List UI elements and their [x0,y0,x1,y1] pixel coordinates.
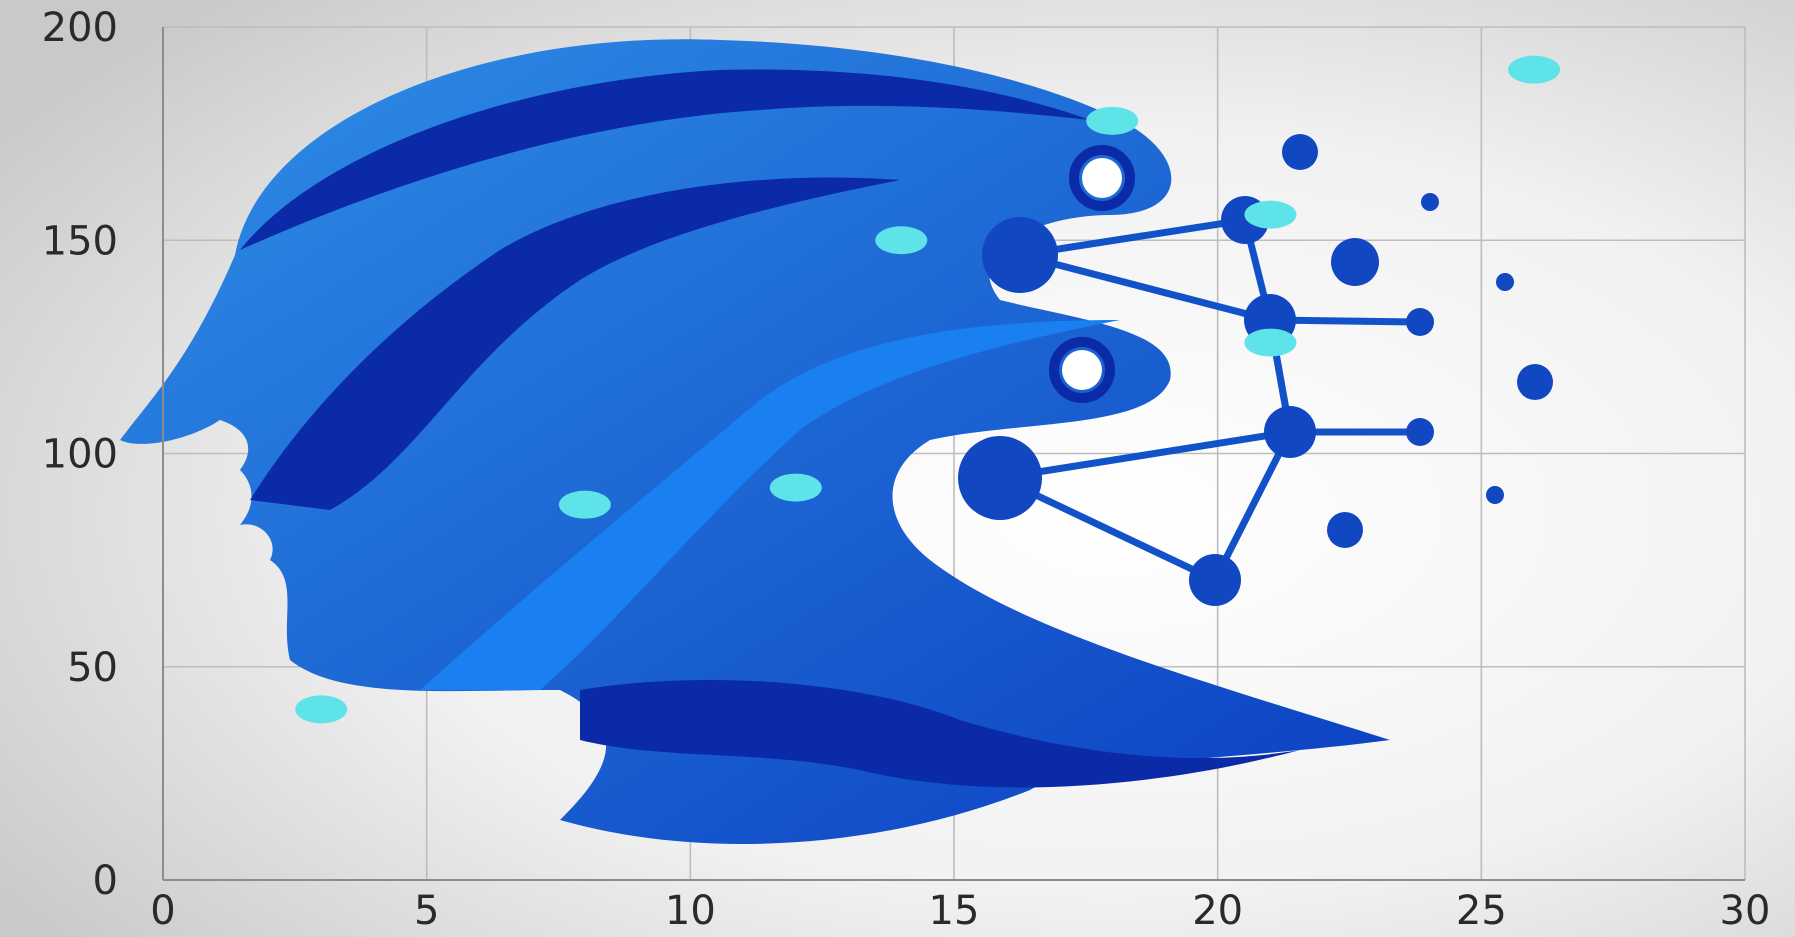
x-tick-label: 15 [929,888,980,934]
y-tick-labels: 0 50 100 150 200 [42,5,118,904]
scatter-point [875,226,928,255]
scatter-point [769,473,822,502]
scatter-points [295,55,1561,724]
x-tick-label: 10 [665,888,716,934]
x-tick-label: 30 [1720,888,1771,934]
x-tick-label: 0 [150,888,175,934]
scatter-point [295,695,348,724]
x-tick-labels: 0 5 10 15 20 25 30 [150,888,1770,934]
y-tick-label: 200 [42,5,118,51]
x-tick-label: 5 [414,888,439,934]
scatter-point [1244,200,1297,229]
scatter-point [1244,328,1297,357]
axes [162,27,1745,881]
human-head-network-icon [120,39,1553,844]
x-tick-label: 25 [1456,888,1507,934]
y-tick-label: 150 [42,218,118,264]
y-tick-label: 50 [67,645,118,691]
y-tick-label: 100 [42,432,118,478]
scatter-point [1086,106,1139,135]
scatter-point [1508,55,1561,84]
x-tick-label: 20 [1192,888,1243,934]
y-tick-label: 0 [93,858,118,904]
scatter-point [558,490,611,519]
